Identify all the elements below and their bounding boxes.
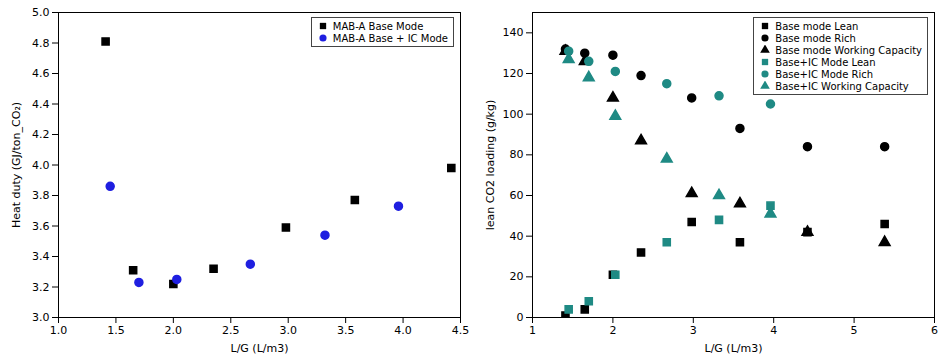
- svg-text:1: 1: [529, 324, 536, 337]
- svg-text:4.6: 4.6: [32, 67, 50, 80]
- svg-text:2: 2: [609, 324, 616, 337]
- svg-text:4.8: 4.8: [32, 37, 50, 50]
- svg-text:60: 60: [510, 189, 524, 202]
- html-text:MAB-A Base Mode: MAB-A Base Mode: [332, 20, 424, 32]
- html-text:Base mode Rich: Base mode Rich: [775, 32, 856, 44]
- svg-text:5.0: 5.0: [32, 6, 50, 19]
- html-text:Base mode Working Capacity: Base mode Working Capacity: [775, 44, 922, 56]
- svg-text:4.2: 4.2: [32, 128, 50, 141]
- svg-text:4: 4: [770, 324, 777, 337]
- svg-text:140: 140: [503, 26, 524, 39]
- svg-text:3.2: 3.2: [32, 281, 50, 294]
- svg-text:2.5: 2.5: [222, 324, 240, 337]
- html-text:Base+IC Working Capacity: Base+IC Working Capacity: [775, 80, 909, 92]
- svg-text:3.0: 3.0: [279, 324, 297, 337]
- html-text:Base+IC Mode Lean: Base+IC Mode Lean: [775, 56, 876, 68]
- svg-text:100: 100: [503, 108, 524, 121]
- svg-text:4.4: 4.4: [32, 98, 50, 111]
- svg-text:80: 80: [510, 148, 524, 161]
- svg-text:5: 5: [851, 324, 858, 337]
- svg-text:3.8: 3.8: [32, 189, 50, 202]
- svg-text:4.0: 4.0: [32, 159, 50, 172]
- svg-text:20: 20: [510, 270, 524, 283]
- svg-text:40: 40: [510, 230, 524, 243]
- svg-text:3: 3: [690, 324, 697, 337]
- svg-text:120: 120: [503, 67, 524, 80]
- svg-text:3.5: 3.5: [337, 324, 355, 337]
- svg-text:2.0: 2.0: [165, 324, 183, 337]
- html-text:MAB-A Base + IC Mode: MAB-A Base + IC Mode: [332, 32, 448, 44]
- svg-text:4.0: 4.0: [394, 324, 412, 337]
- svg-text:3.6: 3.6: [32, 220, 50, 233]
- svg-text:0: 0: [517, 311, 524, 324]
- svg-text:L/G (L/m3): L/G (L/m3): [231, 342, 289, 355]
- svg-text:4.5: 4.5: [452, 324, 470, 337]
- svg-text:lean CO2 loading (g/kg): lean CO2 loading (g/kg): [484, 100, 497, 231]
- svg-text:6: 6: [931, 324, 938, 337]
- svg-text:1.5: 1.5: [107, 324, 125, 337]
- html-text:Base+IC Mode Rich: Base+IC Mode Rich: [775, 68, 874, 80]
- svg-text:3.4: 3.4: [32, 250, 50, 263]
- svg-text:1.0: 1.0: [50, 324, 68, 337]
- html-text:Base mode Lean: Base mode Lean: [775, 20, 859, 32]
- svg-text:Heat duty (GJ/ton_CO₂): Heat duty (GJ/ton_CO₂): [10, 102, 23, 228]
- svg-text:3.0: 3.0: [32, 311, 50, 324]
- svg-text:L/G (L/m3): L/G (L/m3): [705, 342, 763, 355]
